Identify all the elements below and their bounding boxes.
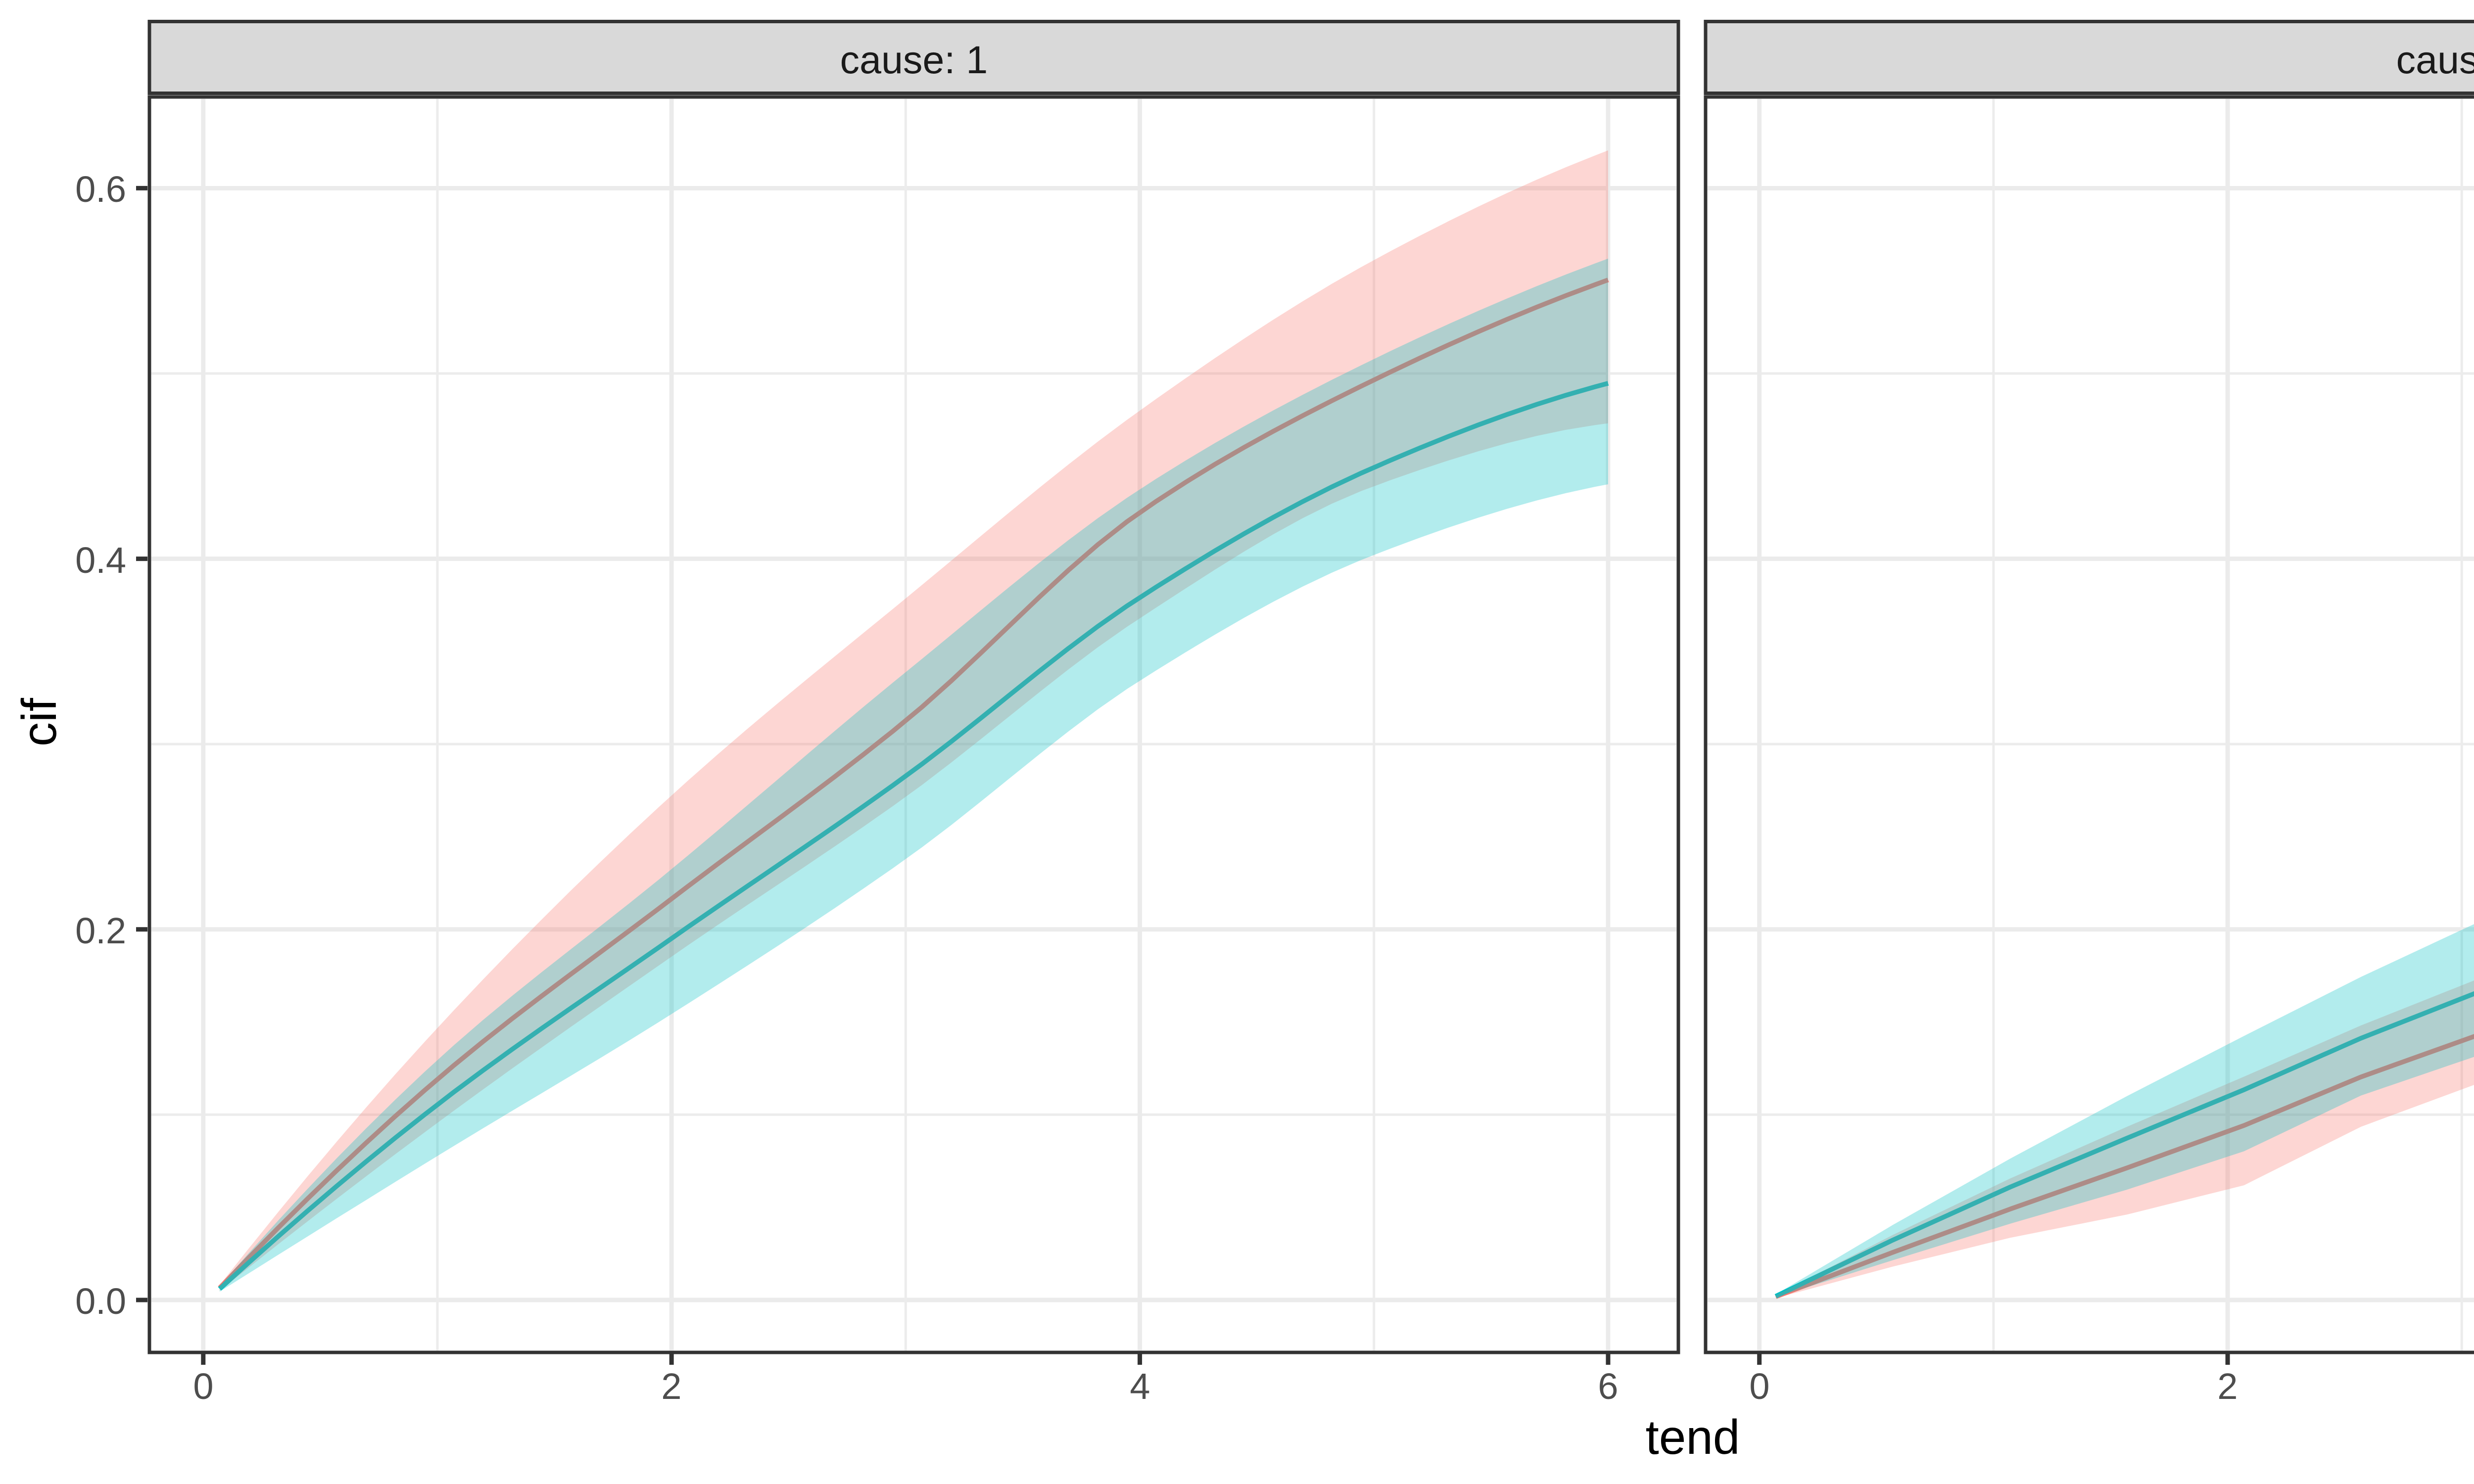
svg-text:2: 2 [2217,1366,2237,1407]
svg-text:0.0: 0.0 [75,1281,126,1322]
svg-text:cause: 2: cause: 2 [2396,38,2474,82]
svg-text:4: 4 [1130,1366,1150,1407]
svg-text:2: 2 [661,1366,681,1407]
svg-text:0: 0 [1749,1366,1769,1407]
svg-text:0: 0 [193,1366,213,1407]
svg-text:0.4: 0.4 [75,540,126,581]
svg-text:6: 6 [1598,1366,1618,1407]
svg-text:cause: 1: cause: 1 [840,38,988,82]
svg-text:tend: tend [1646,1410,1740,1464]
svg-text:0.6: 0.6 [75,169,126,210]
svg-text:0.2: 0.2 [75,910,126,951]
svg-text:cif: cif [12,697,66,746]
